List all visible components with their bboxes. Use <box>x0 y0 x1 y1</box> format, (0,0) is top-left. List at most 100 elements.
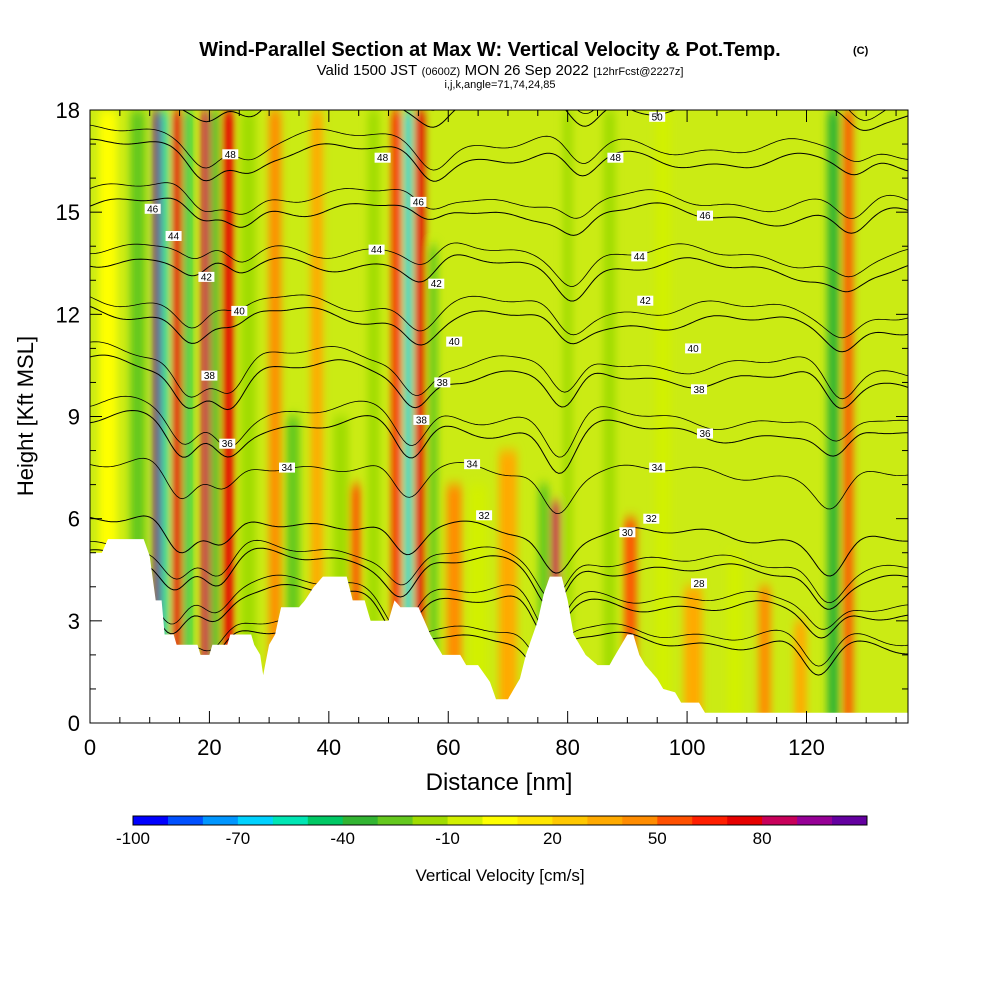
contour-label-text: 34 <box>467 460 479 471</box>
colorbar-swatch-8 <box>412 816 449 825</box>
colorbar-swatch-0 <box>133 816 169 825</box>
contour-label-bg <box>410 196 427 207</box>
contour-label-2: 48 <box>374 152 391 164</box>
velocity-band-29 <box>684 586 702 723</box>
colorbar-swatch-9 <box>447 816 484 825</box>
contour-label-0: 50 <box>649 111 666 123</box>
contour-label-text: 48 <box>610 153 622 164</box>
contour-label-bg <box>144 203 161 214</box>
colorbar-label: Vertical Velocity [cm/s] <box>415 866 584 885</box>
x-tick-label: 20 <box>197 735 221 760</box>
contour-label-bg <box>368 244 385 255</box>
chart-subtitle: Valid 1500 JST (0600Z) MON 26 Sep 2022 [… <box>317 62 684 79</box>
colorbar-swatch-15 <box>657 816 693 825</box>
x-axis: 0 20 40 60 80 100 120 <box>84 110 897 760</box>
colorbar-swatch-13 <box>587 816 623 825</box>
contour-label-5: 46 <box>410 196 427 208</box>
velocity-band-2 <box>153 110 162 723</box>
theta-contour-48 <box>181 110 908 131</box>
y-tick-label: 18 <box>56 98 80 123</box>
contour-label-text: 46 <box>413 197 425 208</box>
plot-area: 50 48 48 48 46 46 46 44 44 44 42 42 42 40 40 40 38 38 38 38… <box>90 110 908 723</box>
contour-label-3: 48 <box>607 152 624 164</box>
contour-label-bg <box>649 111 666 122</box>
colorbar-swatch-1 <box>168 816 204 825</box>
contour-label-bg <box>165 231 182 241</box>
contour-label-text: 38 <box>416 415 428 426</box>
colorbar-tick-label: -40 <box>330 829 355 848</box>
contour-label-8: 44 <box>368 244 385 256</box>
contour-label-text: 46 <box>147 204 159 215</box>
title-mark: (C) <box>853 45 869 57</box>
theta-contour-42 <box>90 254 908 302</box>
colorbar-tick-label: -100 <box>116 829 150 848</box>
velocity-band-6 <box>202 110 210 723</box>
velocity-band-10 <box>269 110 281 723</box>
colorbar-swatch-6 <box>342 816 379 825</box>
velocity-band-28 <box>655 110 671 723</box>
contour-label-text: 42 <box>640 296 652 307</box>
velocity-band-17 <box>404 110 412 723</box>
contour-label-text: 38 <box>204 371 216 382</box>
chart-subtitle-indices: i,j,k,angle=71,74,24,85 <box>444 79 555 91</box>
contour-label-text: 44 <box>371 245 383 256</box>
contour-label-text: 40 <box>449 337 461 348</box>
contour-label-15: 40 <box>685 343 702 355</box>
contour-label-text: 42 <box>431 279 443 290</box>
contour-label-bg <box>219 438 236 449</box>
contour-label-text: 38 <box>693 385 705 396</box>
contour-label-bg <box>279 462 295 473</box>
contour-label-11: 42 <box>428 278 445 290</box>
velocity-band-8 <box>223 110 234 723</box>
colorbar-swatch-12 <box>552 816 588 825</box>
contour-label-text: 38 <box>437 378 449 389</box>
contour-label-bg <box>619 527 636 538</box>
colorbar-tick-label: 20 <box>543 829 562 848</box>
theta-contours <box>90 110 908 676</box>
contour-label-bg <box>428 278 445 289</box>
velocity-band-25 <box>563 110 573 723</box>
velocity-band-4 <box>172 110 182 723</box>
velocity-band-9 <box>240 110 256 723</box>
velocity-band-32 <box>794 620 807 723</box>
contour-label-14: 40 <box>446 336 463 348</box>
contour-label-9: 44 <box>631 251 648 263</box>
y-tick-label: 9 <box>68 405 80 430</box>
contour-label-bg <box>691 384 707 395</box>
theta-contour-44.5 <box>90 182 908 219</box>
contour-label-13: 40 <box>231 305 248 317</box>
colorbar-swatch-7 <box>377 816 414 825</box>
colorbar-tick-label: -70 <box>226 829 251 848</box>
velocity-band-34 <box>843 110 853 723</box>
contour-label-text: 40 <box>234 306 246 317</box>
velocity-band-3 <box>161 110 169 723</box>
terrain-mask <box>90 539 908 723</box>
contour-label-text: 48 <box>377 153 389 164</box>
contour-label-22: 34 <box>279 462 295 474</box>
x-tick-label: 80 <box>555 735 579 760</box>
colorbar-frame <box>132 815 868 826</box>
contour-label-19: 38 <box>413 414 430 426</box>
theta-contour-34.5 <box>90 457 908 515</box>
contour-label-text: 44 <box>168 232 180 243</box>
contour-label-20: 36 <box>219 438 236 450</box>
contour-label-bg <box>691 578 707 589</box>
contour-label-16: 38 <box>201 370 218 382</box>
velocity-band-16 <box>392 110 401 723</box>
contour-label-text: 40 <box>688 344 700 355</box>
y-tick-label: 0 <box>68 711 80 736</box>
contour-label-text: 34 <box>652 463 664 474</box>
contour-label-bg <box>464 459 481 470</box>
velocity-band-33 <box>827 110 840 723</box>
contour-label-bg <box>201 370 218 381</box>
colorbar-tick-label: 80 <box>753 829 772 848</box>
theta-contour-28.5 <box>90 608 908 667</box>
velocity-band-21 <box>469 484 487 723</box>
theta-contour-28 <box>90 616 908 676</box>
y-tick-label: 15 <box>56 200 80 225</box>
contour-label-bg <box>685 343 702 354</box>
contour-label-bg <box>222 149 239 160</box>
contour-label-text: 32 <box>646 514 658 525</box>
